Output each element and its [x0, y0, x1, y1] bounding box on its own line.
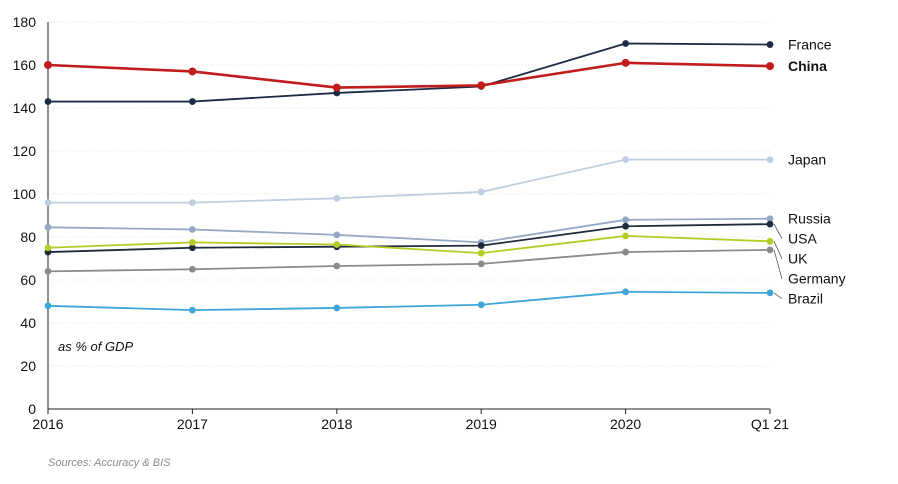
y-tick-label: 160 — [13, 57, 37, 73]
data-point-japan — [766, 156, 774, 164]
unit-annotation: as % of GDP — [58, 339, 133, 354]
series-label-france: France — [788, 37, 832, 53]
data-point-france — [766, 41, 774, 48]
label-leader-usa — [773, 223, 783, 239]
data-point-china — [766, 62, 774, 71]
data-point-uk — [333, 241, 341, 248]
series-label-japan: Japan — [788, 152, 826, 168]
data-point-france — [622, 40, 629, 47]
data-point-brazil — [622, 288, 629, 296]
data-point-germany — [44, 268, 52, 275]
data-point-usa — [766, 220, 774, 228]
data-point-japan — [622, 156, 629, 164]
series-label-russia: Russia — [788, 211, 831, 227]
data-point-brazil — [477, 301, 485, 309]
x-tick-label: 2017 — [177, 416, 208, 432]
data-point-japan — [44, 199, 52, 207]
data-point-russia — [333, 231, 341, 239]
data-point-china — [621, 58, 630, 67]
source-note: Sources: Accuracy & BIS — [48, 457, 171, 469]
series-line-france — [48, 42, 771, 103]
x-tick-label: 2016 — [32, 416, 63, 432]
data-point-brazil — [44, 302, 52, 310]
series-label-uk: UK — [788, 251, 808, 267]
series-label-china: China — [788, 58, 827, 74]
y-tick-label: 60 — [20, 272, 36, 288]
data-point-usa — [477, 242, 485, 250]
x-tick-label: 2018 — [321, 416, 352, 432]
y-tick-label: 120 — [13, 143, 37, 159]
data-point-usa — [622, 222, 629, 230]
data-point-russia — [766, 215, 774, 223]
data-point-france — [333, 89, 341, 97]
x-tick-label: 2019 — [466, 416, 497, 432]
data-point-germany — [766, 246, 774, 254]
data-point-china — [477, 81, 486, 90]
data-point-brazil — [333, 304, 341, 312]
label-leader-uk — [773, 241, 783, 259]
data-point-germany — [477, 260, 485, 268]
label-leader-germany — [773, 249, 783, 279]
data-point-germany — [622, 248, 629, 256]
data-point-uk — [477, 249, 485, 257]
data-point-france — [44, 98, 52, 105]
y-tick-label: 20 — [20, 358, 36, 374]
data-point-japan — [189, 199, 196, 207]
series-label-germany: Germany — [788, 271, 846, 287]
data-point-russia — [622, 216, 629, 224]
data-point-uk — [44, 244, 52, 252]
data-point-japan — [333, 194, 341, 202]
data-point-russia — [189, 226, 196, 233]
data-point-china — [332, 83, 341, 92]
data-point-china — [188, 67, 197, 76]
data-point-russia — [44, 223, 52, 231]
series-line-brazil — [47, 290, 771, 312]
data-point-brazil — [766, 289, 774, 297]
series-line-russia — [47, 217, 771, 244]
series-line-germany — [47, 249, 771, 273]
series-label-usa: USA — [788, 231, 817, 247]
data-point-brazil — [189, 306, 196, 314]
data-point-china — [44, 61, 52, 69]
y-tick-label: 140 — [13, 100, 37, 116]
y-tick-label: 40 — [20, 315, 36, 331]
data-point-germany — [189, 265, 196, 273]
y-tick-label: 80 — [20, 229, 36, 245]
data-point-japan — [477, 188, 485, 196]
label-leader-brazil — [773, 292, 783, 300]
data-point-france — [189, 98, 196, 105]
data-point-uk — [622, 232, 629, 240]
series-line-uk — [47, 235, 771, 255]
x-tick-label: Q1 21 — [751, 416, 789, 432]
y-tick-label: 0 — [28, 401, 36, 417]
series-line-china — [47, 61, 771, 89]
y-tick-label: 180 — [13, 14, 37, 30]
data-point-usa — [189, 244, 196, 252]
x-tick-label: 2020 — [610, 416, 641, 432]
data-point-uk — [766, 237, 774, 245]
series-label-brazil: Brazil — [788, 291, 823, 307]
data-point-uk — [189, 238, 196, 246]
series-line-usa — [47, 223, 771, 253]
data-point-germany — [333, 262, 341, 270]
series-line-japan — [48, 158, 770, 204]
y-tick-label: 100 — [13, 186, 37, 202]
